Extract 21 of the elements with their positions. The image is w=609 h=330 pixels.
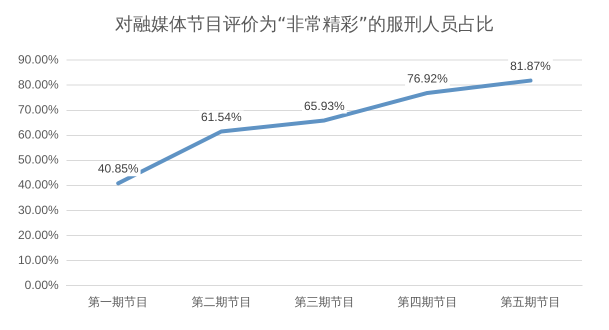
y-tick-label: 80.00%	[18, 78, 60, 92]
chart-title: 对融媒体节目评价为“非常精彩”的服刑人员占比	[114, 13, 495, 36]
y-tick-label: 50.00%	[18, 152, 60, 167]
x-tick-label: 第三期节目	[294, 294, 354, 309]
y-tick-label: 20.00%	[18, 228, 60, 242]
x-tick-label: 第一期节目	[88, 294, 148, 309]
text: 40.85%	[98, 162, 139, 176]
x-tick-label: 第五期节目	[500, 294, 560, 309]
text: 81.87%	[510, 58, 551, 73]
y-tick-label: 70.00%	[18, 102, 60, 117]
y-tick-label: 60.00%	[18, 128, 60, 142]
y-tick-label: 30.00%	[18, 202, 60, 217]
y-tick-label: 90.00%	[18, 52, 60, 67]
y-tick-label: 40.00%	[18, 178, 60, 192]
y-tick-label: 10.00%	[18, 252, 60, 267]
text: 61.54%	[200, 110, 242, 124]
y-tick-label: 0.00%	[24, 278, 60, 292]
text: 76.92%	[407, 71, 448, 86]
text: 65.93%	[304, 98, 345, 113]
x-tick-label: 第二期节目	[191, 294, 252, 309]
x-tick-label: 第四期节目	[397, 294, 458, 309]
